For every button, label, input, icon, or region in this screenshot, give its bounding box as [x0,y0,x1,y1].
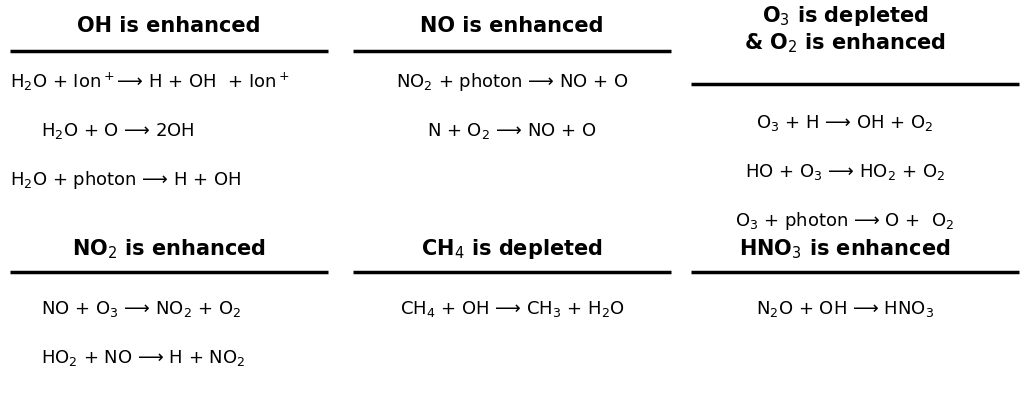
Text: N + O$_2$ ⟶ NO + O: N + O$_2$ ⟶ NO + O [427,121,597,141]
Text: OH is enhanced: OH is enhanced [77,16,261,36]
Text: H$_2$O + Ion$^+$⟶ H + OH  + Ion$^+$: H$_2$O + Ion$^+$⟶ H + OH + Ion$^+$ [10,71,290,93]
Text: O$_3$ + H ⟶ OH + O$_2$: O$_3$ + H ⟶ OH + O$_2$ [756,113,934,133]
Text: NO$_2$ is enhanced: NO$_2$ is enhanced [72,237,266,261]
Text: NO is enhanced: NO is enhanced [420,16,604,36]
Text: N$_2$O + OH ⟶ HNO$_3$: N$_2$O + OH ⟶ HNO$_3$ [756,299,934,319]
Text: CH$_4$ is depleted: CH$_4$ is depleted [421,237,603,261]
Text: O$_3$ + photon ⟶ O +  O$_2$: O$_3$ + photon ⟶ O + O$_2$ [735,210,954,232]
Text: NO$_2$ + photon ⟶ NO + O: NO$_2$ + photon ⟶ NO + O [395,71,629,93]
Text: HO + O$_3$ ⟶ HO$_2$ + O$_2$: HO + O$_3$ ⟶ HO$_2$ + O$_2$ [744,162,945,182]
Text: CH$_4$ + OH ⟶ CH$_3$ + H$_2$O: CH$_4$ + OH ⟶ CH$_3$ + H$_2$O [399,299,625,319]
Text: H$_2$O + photon ⟶ H + OH: H$_2$O + photon ⟶ H + OH [10,169,242,191]
Text: HNO$_3$ is enhanced: HNO$_3$ is enhanced [739,237,950,261]
Text: O$_3$ is depleted
& O$_2$ is enhanced: O$_3$ is depleted & O$_2$ is enhanced [743,4,946,55]
Text: HO$_2$ + NO ⟶ H + NO$_2$: HO$_2$ + NO ⟶ H + NO$_2$ [41,348,246,368]
Text: H$_2$O + O ⟶ 2OH: H$_2$O + O ⟶ 2OH [41,121,195,141]
Text: NO + O$_3$ ⟶ NO$_2$ + O$_2$: NO + O$_3$ ⟶ NO$_2$ + O$_2$ [41,299,242,319]
